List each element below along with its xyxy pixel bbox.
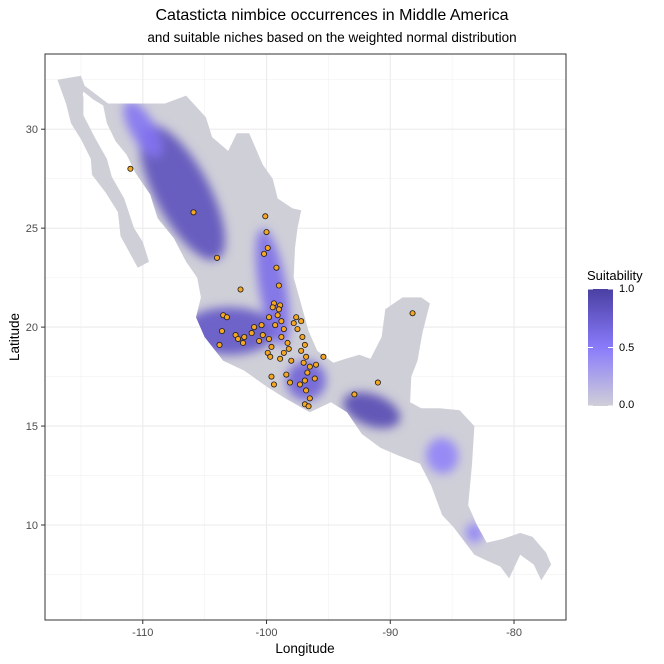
occurrence-point bbox=[311, 375, 318, 382]
legend-label-low: 0.0 bbox=[619, 399, 635, 411]
occurrence-point bbox=[275, 282, 282, 289]
occurrence-point bbox=[278, 318, 285, 325]
occurrence-point bbox=[258, 322, 265, 329]
suitability-zone bbox=[139, 124, 226, 261]
occurrence-point bbox=[303, 387, 310, 394]
x-tick-label: -100 bbox=[256, 627, 278, 639]
occurrence-point bbox=[256, 337, 263, 344]
occurrence-point bbox=[273, 264, 280, 271]
occurrence-point bbox=[248, 330, 255, 337]
y-axis-ticks: 10 15 20 25 30 bbox=[26, 124, 45, 532]
suitability-zone bbox=[343, 392, 401, 429]
occurrence-point bbox=[285, 345, 292, 352]
occurrence-point bbox=[270, 381, 277, 388]
legend-ticks bbox=[588, 288, 613, 407]
occurrence-point bbox=[313, 361, 320, 368]
occurrence-point bbox=[283, 371, 290, 378]
x-axis-ticks: -110 -100 -90 -80 bbox=[132, 620, 522, 639]
occurrence-point bbox=[320, 353, 327, 360]
occurrence-point bbox=[305, 403, 312, 410]
occurrence-point bbox=[278, 333, 285, 340]
occurrence-point bbox=[268, 343, 275, 350]
plot-border bbox=[44, 53, 567, 621]
chart-title: Catasticta nimbice occurrences in Middle… bbox=[155, 7, 509, 24]
occurrence-point bbox=[301, 341, 308, 348]
occurrence-point bbox=[259, 332, 266, 339]
legend-label-mid: 0.5 bbox=[619, 342, 635, 354]
suitability-zone bbox=[255, 229, 290, 347]
occurrence-point bbox=[296, 381, 303, 388]
y-tick-label: 20 bbox=[26, 322, 38, 334]
legend-title: Suitability bbox=[587, 268, 643, 283]
occurrence-point bbox=[237, 286, 244, 293]
occurrence-points bbox=[127, 165, 416, 410]
y-axis-title: Latitude bbox=[7, 313, 22, 361]
y-tick-label: 15 bbox=[26, 421, 38, 433]
suitability-zone bbox=[123, 101, 162, 158]
occurrence-point bbox=[303, 353, 310, 360]
occurrence-point bbox=[294, 326, 301, 333]
occurrence-point bbox=[298, 347, 305, 354]
occurrence-point bbox=[275, 306, 282, 313]
occurrence-point bbox=[290, 320, 297, 327]
occurrence-point bbox=[272, 322, 279, 329]
occurrence-point bbox=[223, 314, 230, 321]
occurrence-point bbox=[274, 312, 281, 319]
occurrence-point bbox=[288, 357, 295, 364]
x-tick-label: -110 bbox=[132, 627, 153, 639]
occurrence-point bbox=[299, 333, 306, 340]
occurrence-point bbox=[263, 229, 270, 236]
occurrence-point bbox=[261, 250, 268, 257]
occurrence-point bbox=[300, 359, 307, 366]
y-tick-label: 25 bbox=[26, 223, 38, 235]
baja-peninsula-area bbox=[57, 79, 149, 268]
occurrence-point bbox=[214, 254, 221, 261]
occurrence-point bbox=[280, 326, 287, 333]
occurrence-point bbox=[241, 333, 248, 340]
x-tick-label: -80 bbox=[506, 627, 522, 639]
occurrence-point bbox=[277, 355, 284, 362]
occurrence-point bbox=[264, 244, 271, 251]
occurrence-point bbox=[216, 341, 223, 348]
land-layer bbox=[57, 75, 552, 581]
occurrence-point bbox=[374, 379, 381, 386]
occurrence-point bbox=[127, 165, 134, 172]
occurrence-point bbox=[265, 314, 272, 321]
occurrence-point bbox=[218, 328, 225, 335]
occurrence-point bbox=[190, 209, 197, 216]
occurrence-point bbox=[269, 304, 276, 311]
occurrence-point bbox=[267, 353, 274, 360]
occurrence-point bbox=[280, 349, 287, 356]
occurrence-point bbox=[306, 363, 313, 370]
x-axis-title: Longitude bbox=[275, 641, 334, 656]
occurrence-point bbox=[287, 379, 294, 386]
occurrence-point bbox=[298, 318, 305, 325]
y-tick-label: 30 bbox=[26, 124, 38, 136]
occurrence-point bbox=[265, 335, 272, 342]
legend-label-high: 1.0 bbox=[619, 283, 635, 295]
occurrence-point bbox=[284, 339, 291, 346]
occurrence-point bbox=[304, 369, 311, 376]
y-tick-label: 10 bbox=[26, 520, 38, 532]
occurrence-point bbox=[351, 391, 358, 398]
occurrence-point bbox=[251, 324, 258, 331]
occurrence-point bbox=[293, 314, 300, 321]
occurrence-point bbox=[262, 213, 269, 220]
occurrence-point bbox=[268, 373, 275, 380]
suitability-zones bbox=[123, 101, 484, 543]
x-tick-label: -90 bbox=[382, 627, 398, 639]
grid-minor-lines bbox=[45, 54, 566, 620]
occurrence-point bbox=[301, 377, 308, 384]
occurrence-point bbox=[409, 310, 416, 317]
occurrence-point bbox=[235, 335, 242, 342]
suitability-zone bbox=[426, 437, 459, 474]
occurrence-point bbox=[240, 339, 247, 346]
chart-subtitle: and suitable niches based on the weighte… bbox=[147, 30, 517, 45]
occurrence-point bbox=[306, 395, 313, 402]
